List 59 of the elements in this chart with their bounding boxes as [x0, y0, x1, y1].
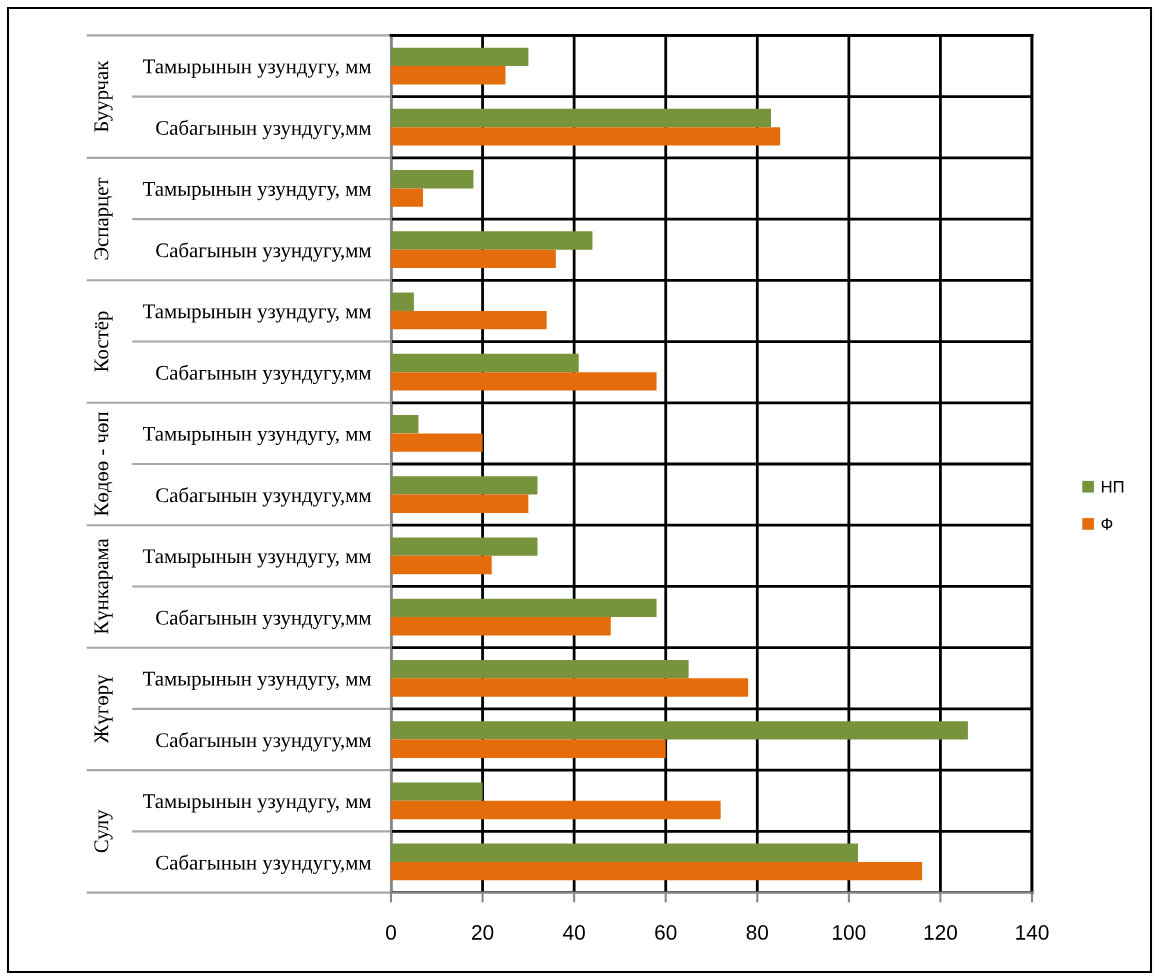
bar [391, 843, 859, 862]
legend-label: НП [1101, 481, 1124, 493]
y-tick-label: Тамырынын узундугу, мм [142, 426, 372, 446]
y-tick-label: Сабагынын узундугу,мм [156, 119, 372, 140]
bar [391, 372, 657, 391]
bar [391, 739, 666, 758]
x-tick-label: 100 [833, 925, 866, 940]
y-tick-label: Тамырынын узундугу, мм [142, 304, 372, 323]
bar [391, 127, 781, 146]
y-tick-label: Сабагынын узундугу,мм [156, 487, 372, 507]
x-tick-label: 0 [386, 925, 396, 940]
y-tick-label: Сабагынын узундугу,мм [156, 854, 372, 874]
text: Жүгөрү [94, 674, 113, 744]
x-tick-label: 40 [563, 925, 585, 940]
text: Эспарцет [94, 177, 113, 260]
text: Костёр [94, 311, 113, 372]
bar [391, 782, 483, 801]
bar [391, 292, 414, 311]
bar [391, 617, 611, 636]
bar [391, 476, 538, 495]
bar [391, 170, 474, 189]
y-tick-label: Сабагынын узундугу,мм [156, 609, 372, 630]
y-tick-label: Сабагынын узундугу,мм [156, 732, 372, 752]
bar [391, 537, 538, 556]
bar [391, 598, 657, 618]
bar [391, 108, 772, 128]
text: Сулу [94, 809, 113, 853]
bar [391, 188, 424, 207]
bar [391, 231, 593, 250]
y-tick-label: Тамырынын узундугу, мм [142, 182, 372, 201]
bar [391, 47, 529, 67]
x-tick-label: 60 [655, 925, 677, 940]
y-tick-label: Тамырынын узундугу, мм [142, 794, 372, 813]
bar [391, 66, 506, 85]
y-tick-label: Сабагынын узундугу,мм [156, 242, 372, 262]
bar [391, 249, 556, 269]
x-tick-label: 80 [746, 925, 769, 940]
bar [391, 800, 721, 820]
bar [391, 353, 579, 373]
x-tick-label: 120 [924, 925, 957, 940]
bar [391, 555, 492, 575]
text: Күнкарама [94, 538, 113, 635]
bar [391, 310, 547, 330]
bar [391, 494, 529, 513]
bar [391, 721, 968, 740]
y-tick-label: Тамырынын узундугу, мм [142, 549, 372, 568]
y-tick-label: Тамырынын узундугу, мм [142, 671, 372, 690]
bar [391, 433, 483, 452]
text: Буурчак [94, 60, 113, 133]
y-tick-label: Тамырынын узундугу, мм [142, 59, 372, 78]
x-tick-label: 20 [472, 925, 494, 940]
x-tick-label: 140 [1016, 925, 1049, 940]
text: Көдөө - чөп [94, 411, 113, 516]
bar [391, 659, 689, 679]
bar [391, 678, 749, 697]
bar [391, 861, 923, 881]
legend-label: Ф [1101, 518, 1113, 530]
bar [391, 415, 419, 434]
y-tick-label: Сабагынын узундугу,мм [156, 364, 372, 385]
